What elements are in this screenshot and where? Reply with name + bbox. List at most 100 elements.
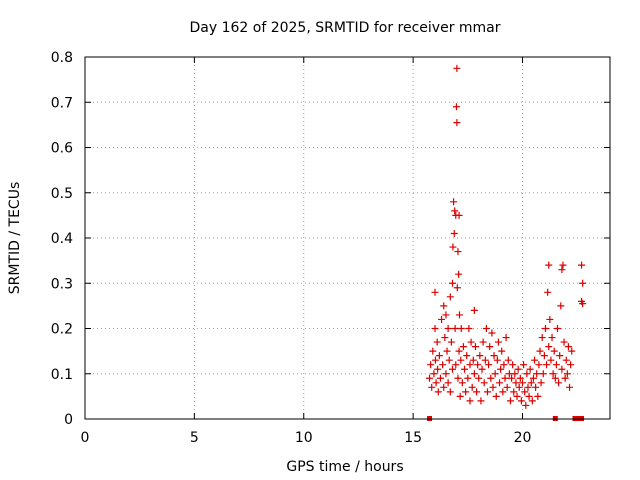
data-point (464, 374, 472, 382)
data-point (442, 311, 450, 319)
data-point (455, 211, 463, 219)
data-point (561, 374, 569, 382)
data-point (497, 365, 505, 373)
data-point (451, 325, 459, 332)
plot-frame (84, 56, 611, 420)
data-point (513, 392, 521, 400)
data-point (447, 338, 455, 346)
data-point (453, 284, 461, 292)
data-point (488, 329, 496, 337)
data-point (454, 248, 462, 256)
data-point (444, 379, 452, 387)
data-point (449, 279, 456, 287)
data-point (536, 347, 544, 355)
data-point (457, 356, 465, 364)
data-point (501, 374, 509, 382)
data-point (486, 343, 494, 351)
data-point (534, 392, 542, 400)
data-point (452, 361, 460, 369)
data-point (443, 347, 451, 355)
data-point (519, 379, 526, 387)
data-point (463, 352, 471, 360)
data-point (520, 361, 528, 369)
data-point (439, 361, 447, 369)
data-point (452, 103, 460, 111)
data-point (556, 352, 564, 360)
data-point (453, 64, 461, 72)
data-point (456, 392, 464, 400)
data-point (532, 383, 540, 391)
x-tick-label: 20 (514, 430, 532, 446)
data-point (549, 370, 557, 378)
y-tick-label: 0.8 (51, 50, 73, 66)
data-point (433, 338, 441, 346)
grid-lines (85, 57, 610, 419)
data-point (462, 388, 470, 396)
data-point (490, 352, 498, 360)
data-points (426, 64, 587, 421)
y-axis-ticks: 0 0.1 0.2 0.3 0.4 0.5 0.6 0.7 0.8 (51, 50, 610, 428)
data-point (468, 383, 476, 391)
data-point (550, 347, 558, 355)
data-point (427, 361, 435, 369)
data-point (430, 370, 438, 378)
data-point (459, 343, 467, 351)
data-point (562, 356, 570, 364)
data-point (546, 315, 554, 323)
data-point (560, 338, 568, 346)
data-point (508, 374, 516, 382)
y-tick-label: 0.6 (51, 141, 73, 157)
data-point (450, 198, 458, 206)
data-point (442, 370, 450, 378)
data-point (429, 347, 437, 355)
data-point (450, 229, 458, 237)
data-point (438, 315, 446, 323)
data-point (510, 388, 518, 396)
data-point (535, 361, 543, 369)
data-point (455, 270, 463, 278)
y-tick-label: 0.7 (51, 95, 73, 111)
data-point (453, 119, 461, 127)
data-point (566, 383, 574, 391)
data-point (435, 352, 443, 360)
data-point (477, 397, 485, 405)
y-axis-label: SRMTID / TECUs (7, 182, 23, 295)
data-point (545, 261, 553, 269)
data-point (493, 356, 501, 364)
data-point (523, 370, 531, 378)
data-point (544, 288, 552, 296)
data-point (533, 370, 541, 378)
data-point (540, 352, 548, 360)
data-point (557, 302, 565, 310)
data-point (539, 370, 547, 378)
data-point (461, 365, 469, 373)
data-point (482, 325, 490, 332)
data-point (475, 374, 483, 382)
data-point (515, 383, 523, 391)
data-point (428, 383, 436, 391)
data-point (494, 338, 502, 346)
data-point (528, 397, 536, 405)
data-point (455, 347, 463, 355)
data-point (543, 361, 551, 369)
data-point (554, 325, 561, 332)
data-point (436, 374, 444, 382)
data-point (551, 374, 559, 382)
data-point (457, 325, 465, 332)
data-point (506, 397, 514, 405)
data-point (478, 365, 486, 373)
data-point (481, 356, 489, 364)
data-point (558, 266, 566, 274)
data-point (547, 356, 555, 364)
data-point (552, 361, 560, 369)
data-point (445, 356, 453, 364)
data-point (441, 334, 449, 342)
data-point (440, 302, 448, 310)
data-point (491, 370, 499, 378)
data-point (526, 365, 534, 373)
chart-title: Day 162 of 2025, SRMTID for receiver mma… (189, 20, 500, 36)
x-tick-label: 15 (404, 430, 422, 446)
data-point (480, 379, 488, 387)
data-point (537, 379, 545, 387)
data-point (434, 365, 442, 373)
